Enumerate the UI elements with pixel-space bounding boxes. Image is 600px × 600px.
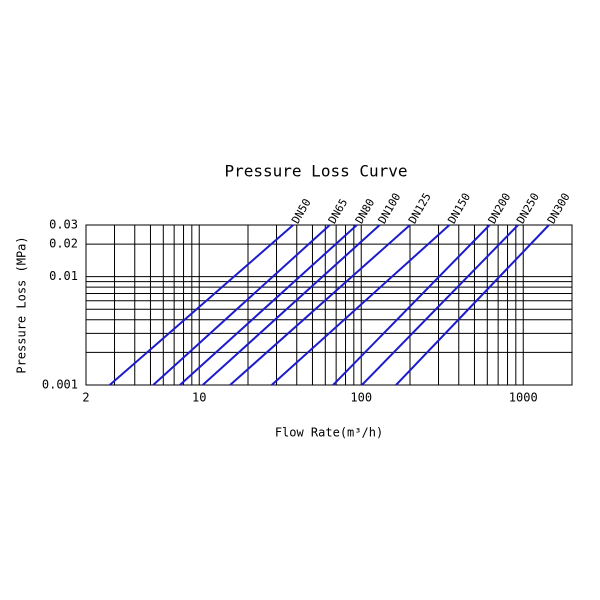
series-line	[179, 224, 358, 386]
x-tick-label: 1000	[509, 391, 538, 405]
x-axis-label: Flow Rate(m³/h)	[275, 426, 383, 440]
series-label: DN100	[376, 191, 404, 226]
series-label: DN250	[514, 191, 542, 226]
series-label: DN125	[406, 191, 434, 226]
series-label: DN200	[486, 191, 514, 226]
series-label: DN65	[326, 197, 351, 226]
series-line	[229, 224, 411, 386]
x-tick-label: 2	[82, 391, 89, 405]
series-line	[109, 224, 294, 386]
y-tick-label: 0.01	[49, 269, 78, 283]
y-tick-label: 0.02	[49, 237, 78, 251]
x-tick-label: 100	[350, 391, 372, 405]
x-tick-label: 10	[192, 391, 206, 405]
series-line	[332, 224, 491, 386]
series-label: DN150	[445, 191, 473, 226]
series-line	[202, 224, 381, 386]
series-line	[271, 224, 451, 386]
series-label: DN50	[289, 197, 314, 226]
y-tick-label: 0.001	[42, 378, 78, 392]
y-axis-label: Pressure Loss (MPa)	[15, 236, 29, 373]
chart-title: Pressure Loss Curve	[224, 162, 407, 181]
y-tick-label: 0.03	[49, 218, 78, 232]
series-label: DN80	[353, 197, 378, 226]
series-label: DN300	[545, 191, 573, 226]
series-line	[361, 224, 519, 386]
series-line	[152, 224, 331, 386]
series-line	[395, 224, 550, 386]
